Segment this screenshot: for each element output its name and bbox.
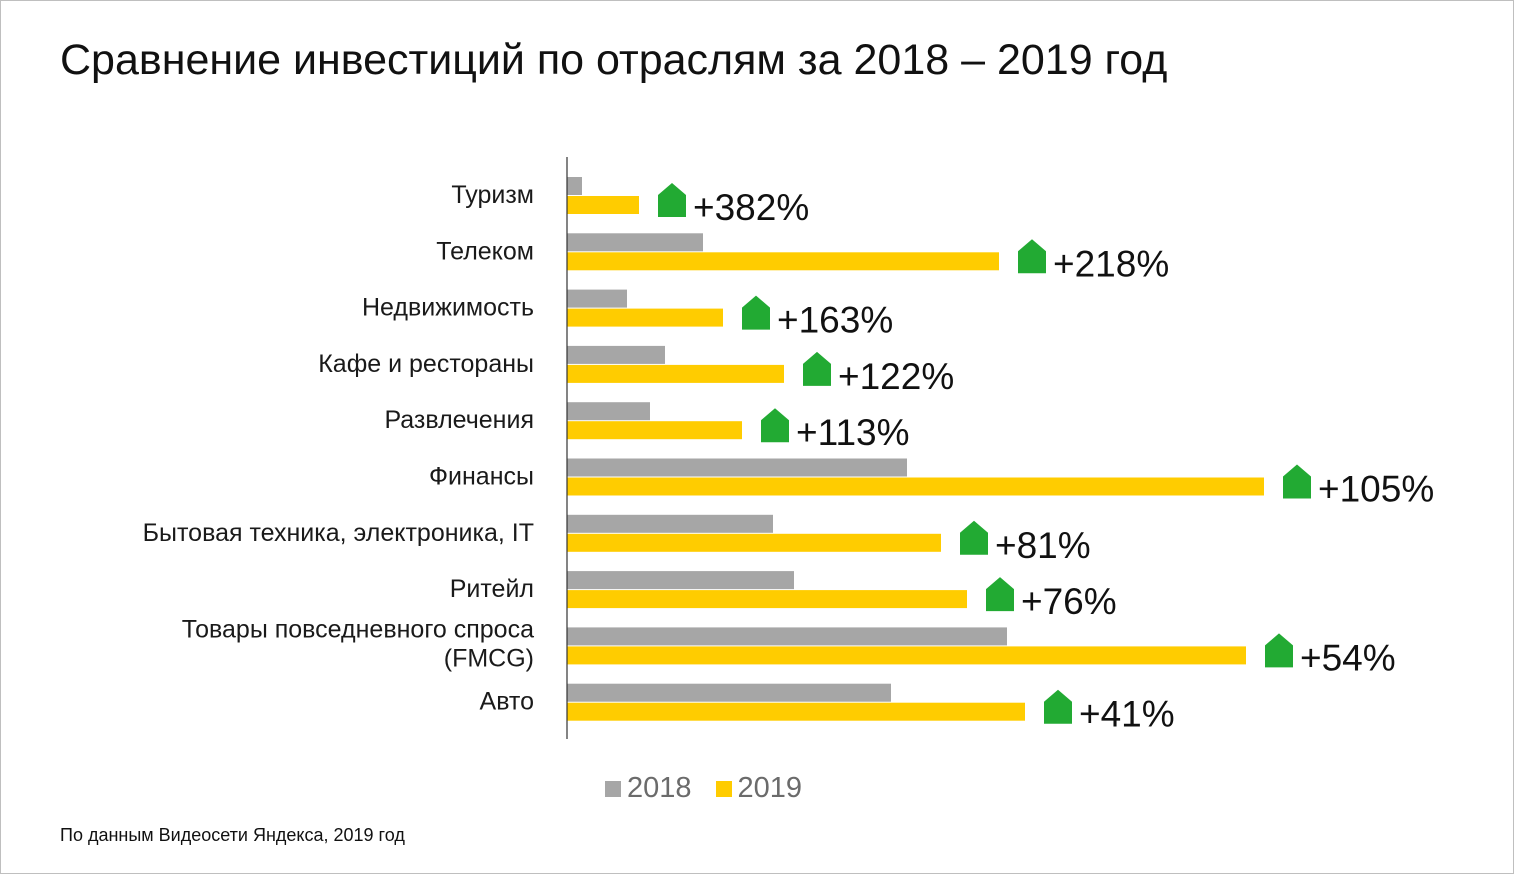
legend-swatch-2018 <box>605 780 621 797</box>
bar-2018 <box>567 627 1007 646</box>
category-label: Туризм <box>451 181 534 209</box>
bar-2018 <box>567 233 703 252</box>
legend-item-2018: 2018 <box>605 772 692 805</box>
growth-label: +105% <box>1318 469 1434 510</box>
growth-label: +76% <box>1021 581 1117 622</box>
bar-2018 <box>567 571 794 590</box>
chart-legend: 2018 2019 <box>605 772 802 805</box>
growth-label: +382% <box>693 187 809 228</box>
category-label: Финансы <box>429 463 534 491</box>
growth-label: +122% <box>838 356 954 397</box>
category-label: Кафе и рестораны <box>318 350 534 378</box>
growth-label: +54% <box>1300 637 1396 678</box>
bar-2018 <box>567 402 650 421</box>
bar-2019 <box>567 702 1025 721</box>
bar-2018 <box>567 458 907 477</box>
bar-2018 <box>567 345 665 364</box>
bar-2019 <box>567 646 1246 665</box>
legend-label-2018: 2018 <box>627 772 692 804</box>
category-label: Телеком <box>436 237 534 265</box>
chart-title: Сравнение инвестиций по отраслям за 2018… <box>60 36 1168 84</box>
category-label: Авто <box>480 688 534 716</box>
category-label: Бытовая техника, электроника, IT <box>143 519 534 547</box>
category-label: Развлечения <box>384 406 534 434</box>
source-note: По данным Видеосети Яндекса, 2019 год <box>60 825 405 845</box>
growth-label: +113% <box>796 412 910 453</box>
legend-label-2019: 2019 <box>737 772 803 804</box>
bar-2019 <box>567 252 999 271</box>
house-up-arrow-icon <box>986 577 1014 612</box>
bar-2019 <box>567 196 639 214</box>
house-up-arrow-icon <box>1265 633 1293 668</box>
legend-swatch-2019 <box>715 780 732 797</box>
house-up-arrow-icon <box>1283 464 1311 499</box>
house-up-arrow-icon <box>960 520 988 555</box>
house-up-arrow-icon <box>658 183 686 217</box>
growth-label: +163% <box>777 300 893 341</box>
bar-2018 <box>567 177 582 195</box>
bar-2019 <box>567 590 967 609</box>
house-up-arrow-icon <box>803 351 831 386</box>
house-up-arrow-icon <box>761 408 789 443</box>
bar-2019 <box>567 308 723 327</box>
bar-2019 <box>567 533 941 552</box>
house-up-arrow-icon <box>1018 239 1046 274</box>
growth-label: +218% <box>1053 243 1169 284</box>
house-up-arrow-icon <box>1044 689 1072 724</box>
growth-label: +41% <box>1079 694 1175 735</box>
category-label: Товары повседневного спроса (FMCG) <box>182 615 534 672</box>
legend-item-2019: 2019 <box>715 772 803 805</box>
category-label: Ритейл <box>450 575 534 603</box>
house-up-arrow-icon <box>742 295 770 330</box>
bar-2019 <box>567 421 742 440</box>
bar-2018 <box>567 289 627 308</box>
growth-label: +81% <box>995 525 1091 566</box>
category-label: Недвижимость <box>362 294 534 322</box>
bar-2018 <box>567 683 891 702</box>
bar-2019 <box>567 477 1264 496</box>
bar-2019 <box>567 364 784 383</box>
bar-2018 <box>567 514 773 533</box>
